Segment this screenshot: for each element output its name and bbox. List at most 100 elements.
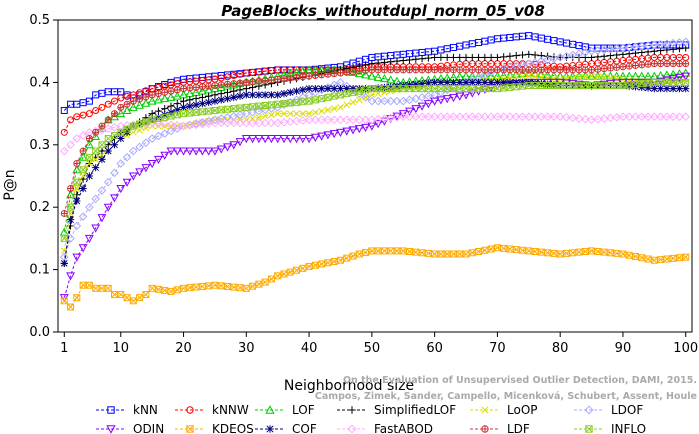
legend-label: LDOF (611, 403, 643, 417)
data-point (129, 97, 137, 105)
data-point-part (280, 270, 288, 278)
data-point (437, 78, 445, 86)
data-point (104, 147, 112, 155)
data-point (260, 118, 270, 128)
data-point-part (355, 250, 363, 258)
data-point (424, 54, 432, 62)
data-point-part (142, 118, 150, 126)
data-point-part (613, 82, 621, 89)
data-point (631, 83, 640, 91)
data-point (160, 151, 170, 160)
data-point-part (217, 106, 225, 114)
data-point-part (544, 66, 551, 73)
data-point-part (381, 85, 388, 92)
data-point (60, 297, 68, 305)
data-point (73, 178, 81, 186)
data-point-part (406, 85, 413, 92)
data-point (386, 96, 396, 106)
data-point (265, 405, 275, 414)
data-point (255, 113, 263, 121)
data-point (675, 73, 684, 83)
data-point (462, 66, 470, 74)
data-point-part (305, 97, 313, 105)
data-point (631, 112, 640, 122)
data-point-part (299, 73, 306, 80)
data-point (116, 108, 126, 118)
data-point (167, 108, 175, 116)
data-point (248, 91, 257, 99)
data-point (60, 106, 68, 114)
data-point-part (73, 178, 81, 186)
data-point (167, 102, 175, 110)
data-point (361, 85, 370, 93)
data-point-part (500, 84, 508, 92)
data-point-part (61, 210, 68, 217)
y-axis-label: P@n (2, 169, 18, 200)
data-point-part (506, 245, 514, 253)
data-point-part (312, 96, 319, 104)
data-point (268, 111, 275, 119)
data-point-part (111, 132, 118, 139)
data-point (186, 406, 194, 414)
data-point-part (663, 79, 671, 86)
data-point (67, 203, 75, 211)
data-point (374, 66, 382, 74)
data-point-part (136, 120, 143, 128)
data-point (84, 140, 94, 149)
data-point-part (418, 249, 426, 257)
data-point (205, 82, 213, 90)
data-point (361, 115, 370, 125)
data-point-part (519, 66, 526, 73)
data-point-part (437, 66, 444, 73)
x-tick-label: 20 (175, 341, 192, 356)
data-point (192, 83, 200, 91)
data-point (85, 153, 93, 161)
data-point-part (312, 261, 319, 269)
data-point-part (443, 85, 451, 92)
data-point (569, 66, 577, 74)
data-point-part (600, 248, 608, 256)
data-point (191, 147, 201, 156)
data-point (656, 112, 665, 122)
data-point-part (412, 85, 420, 92)
data-point-part (657, 79, 664, 86)
data-point-part (431, 250, 438, 258)
data-point (361, 93, 370, 102)
data-point-part (173, 111, 181, 119)
data-point (285, 135, 295, 144)
data-point (581, 66, 589, 74)
data-point-part (619, 63, 626, 70)
x-tick-label: 70 (489, 341, 506, 356)
y-tick-label: 0.5 (29, 13, 50, 28)
data-point (172, 121, 182, 130)
data-point-part (350, 68, 357, 75)
data-point (594, 65, 602, 73)
data-point-part (86, 281, 93, 289)
data-point-part (450, 250, 457, 258)
data-point (418, 66, 426, 74)
data-point (449, 112, 458, 122)
data-point (267, 275, 275, 283)
data-point-part (349, 252, 357, 260)
x-tick-label: 50 (364, 341, 381, 356)
data-point (229, 141, 239, 150)
data-point-part (123, 294, 131, 302)
data-point-part (619, 250, 627, 258)
data-point (348, 126, 358, 135)
data-point (437, 53, 445, 62)
data-point-part (224, 81, 231, 88)
y-tick-label: 0.3 (29, 138, 50, 153)
data-point-part (544, 249, 551, 257)
data-point-part (594, 66, 601, 73)
data-point (474, 112, 483, 122)
data-point (355, 67, 363, 75)
data-point (393, 82, 401, 90)
data-point-part (255, 78, 262, 85)
data-point (424, 112, 433, 122)
data-point (167, 122, 175, 130)
data-point (173, 106, 181, 114)
data-point-part (261, 278, 269, 286)
data-point-part (399, 85, 407, 92)
data-point (506, 66, 514, 74)
data-point (487, 78, 495, 86)
